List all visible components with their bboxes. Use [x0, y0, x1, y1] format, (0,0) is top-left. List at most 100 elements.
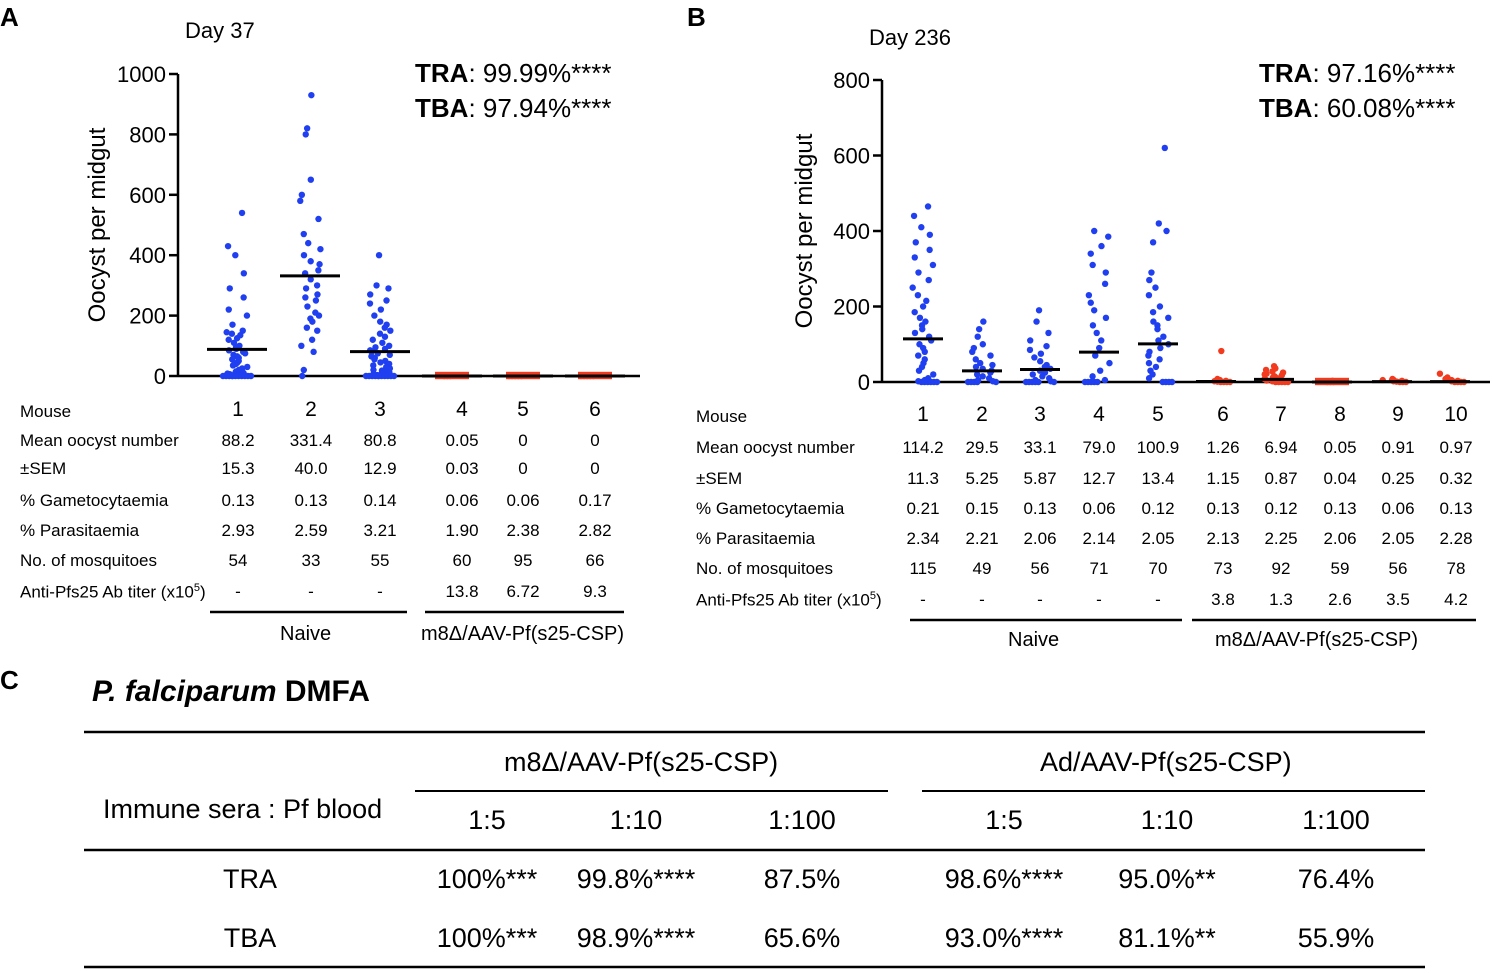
data-point	[989, 361, 996, 369]
panel-b-group-vaccine: m8Δ/AAV-Pf(s25-CSP)	[1215, 629, 1419, 651]
data-point	[910, 212, 918, 220]
panel-b-row-cell: 0.32	[1439, 469, 1473, 488]
data-point	[1105, 233, 1112, 240]
panel-b-row-cell: 71	[1089, 559, 1109, 578]
panel-b-row-cell: 6	[1217, 403, 1229, 426]
panel-b-row-label: % Parasitaemia	[696, 529, 816, 548]
data-point	[1155, 337, 1162, 344]
panel-a-row-cell: 55	[370, 551, 390, 570]
data-point	[233, 335, 241, 342]
panel-a-row-cell: -	[377, 582, 383, 601]
panel-a-row-label: No. of mosquitoes	[20, 551, 158, 570]
data-point	[300, 366, 307, 374]
data-point	[1091, 227, 1098, 235]
panel-b-row-label: Anti-Pfs25 Ab titer (x105)	[696, 590, 882, 610]
data-point	[1102, 314, 1110, 322]
panel-a-row-cell: 60	[452, 551, 472, 570]
panel-a-row-cell: 0.17	[578, 491, 612, 510]
panel-a-row-label: Anti-Pfs25 Ab titer (x105)	[20, 582, 206, 602]
data-point	[377, 306, 385, 313]
data-point	[923, 297, 930, 305]
panel-b-row-cell: 4.2	[1444, 590, 1468, 609]
panel-a-chart: 0 200 400 600 800 1000 Oocyst per midgut	[84, 62, 640, 389]
panel-b-row-cell: 0.05	[1323, 438, 1357, 457]
data-point	[1050, 378, 1058, 386]
data-point	[911, 308, 918, 316]
data-point	[1165, 314, 1172, 322]
data-point	[1218, 347, 1225, 355]
panel-b-row-cell: 12.7	[1082, 469, 1116, 488]
panel-b-group-naive: Naive	[1008, 629, 1060, 651]
data-point	[307, 258, 314, 265]
data-point	[1031, 354, 1038, 361]
panel-b-row-cell: 0.06	[1381, 499, 1415, 518]
panel-b-row-cell: 1.3	[1269, 590, 1293, 609]
data-point	[317, 245, 324, 253]
data-point	[1096, 344, 1103, 352]
panel-b-row-cell: 56	[1388, 559, 1408, 578]
panel-c-table-rules	[84, 730, 1425, 969]
panel-a-row-cell: 6.72	[506, 582, 540, 601]
panel-a-row-cell: 0.03	[445, 459, 479, 478]
panel-b-row-cell: 0.13	[1323, 499, 1357, 518]
data-point	[224, 242, 232, 250]
panel-a-row-cell: 54	[228, 551, 248, 570]
panel-a-row-cell: 2.59	[294, 521, 328, 540]
data-point	[303, 324, 311, 331]
panel-a-tba: TBA: 97.94%****	[415, 93, 612, 123]
data-point	[229, 356, 236, 363]
data-point	[240, 294, 247, 301]
data-point	[240, 270, 248, 277]
data-point	[1029, 371, 1036, 378]
data-point	[979, 373, 986, 380]
panel-b-group-brackets	[910, 618, 1476, 622]
data-point	[924, 203, 932, 210]
panel-b-row-cell: 2.34	[906, 529, 940, 548]
y-tick-label: 800	[129, 122, 166, 147]
data-point	[915, 367, 923, 374]
data-point	[925, 276, 932, 284]
data-point	[244, 363, 251, 371]
data-point	[919, 303, 927, 310]
data-point	[1150, 318, 1157, 325]
panel-b-row-cell: -	[979, 590, 985, 609]
panel-a-row-cell: 3	[374, 398, 386, 421]
panel-a-row-cell: 2.82	[578, 521, 612, 540]
data-point	[1045, 329, 1052, 337]
data-point	[1145, 352, 1152, 359]
data-point	[369, 336, 376, 343]
panel-b-row-cell: 2.05	[1381, 529, 1415, 548]
panel-a-row-cell: -	[235, 582, 241, 601]
panel-a-row-cell: 6	[589, 398, 601, 421]
data-point	[1145, 291, 1153, 299]
panel-a-row-label: % Parasitaemia	[20, 521, 140, 540]
panel-b-row-cell: 0.87	[1264, 469, 1298, 488]
data-point	[315, 215, 322, 223]
data-point	[1098, 242, 1105, 250]
data-point	[977, 359, 984, 367]
panel-a-row-cell: 12.9	[363, 459, 397, 478]
data-point	[926, 246, 933, 254]
panel-b-chart: 0 200 400 600 800 Oocyst per midgut	[791, 68, 1490, 395]
panel-b-row-label: Mouse	[696, 407, 748, 426]
data-point	[914, 291, 922, 299]
data-point	[312, 297, 320, 304]
data-point	[974, 378, 981, 386]
data-point	[308, 336, 316, 343]
data-point	[972, 356, 979, 363]
panel-b-row-cell: 10	[1444, 403, 1468, 426]
panel-c-title: P. falciparum DMFA	[92, 675, 370, 708]
data-point	[383, 297, 390, 304]
panel-b-row-cell: 70	[1148, 559, 1168, 578]
panel-a-row-cell: 0.14	[363, 491, 397, 510]
data-point	[1089, 322, 1097, 329]
panel-b-row-cell: 2.21	[965, 529, 999, 548]
data-point	[1145, 359, 1153, 367]
data-point	[1101, 280, 1109, 288]
panel-a-letter: A	[0, 2, 19, 32]
y-tick-label: 400	[833, 219, 870, 244]
data-point	[377, 359, 384, 366]
data-point	[1156, 356, 1163, 363]
data-point	[229, 321, 236, 328]
data-point	[1269, 368, 1276, 375]
